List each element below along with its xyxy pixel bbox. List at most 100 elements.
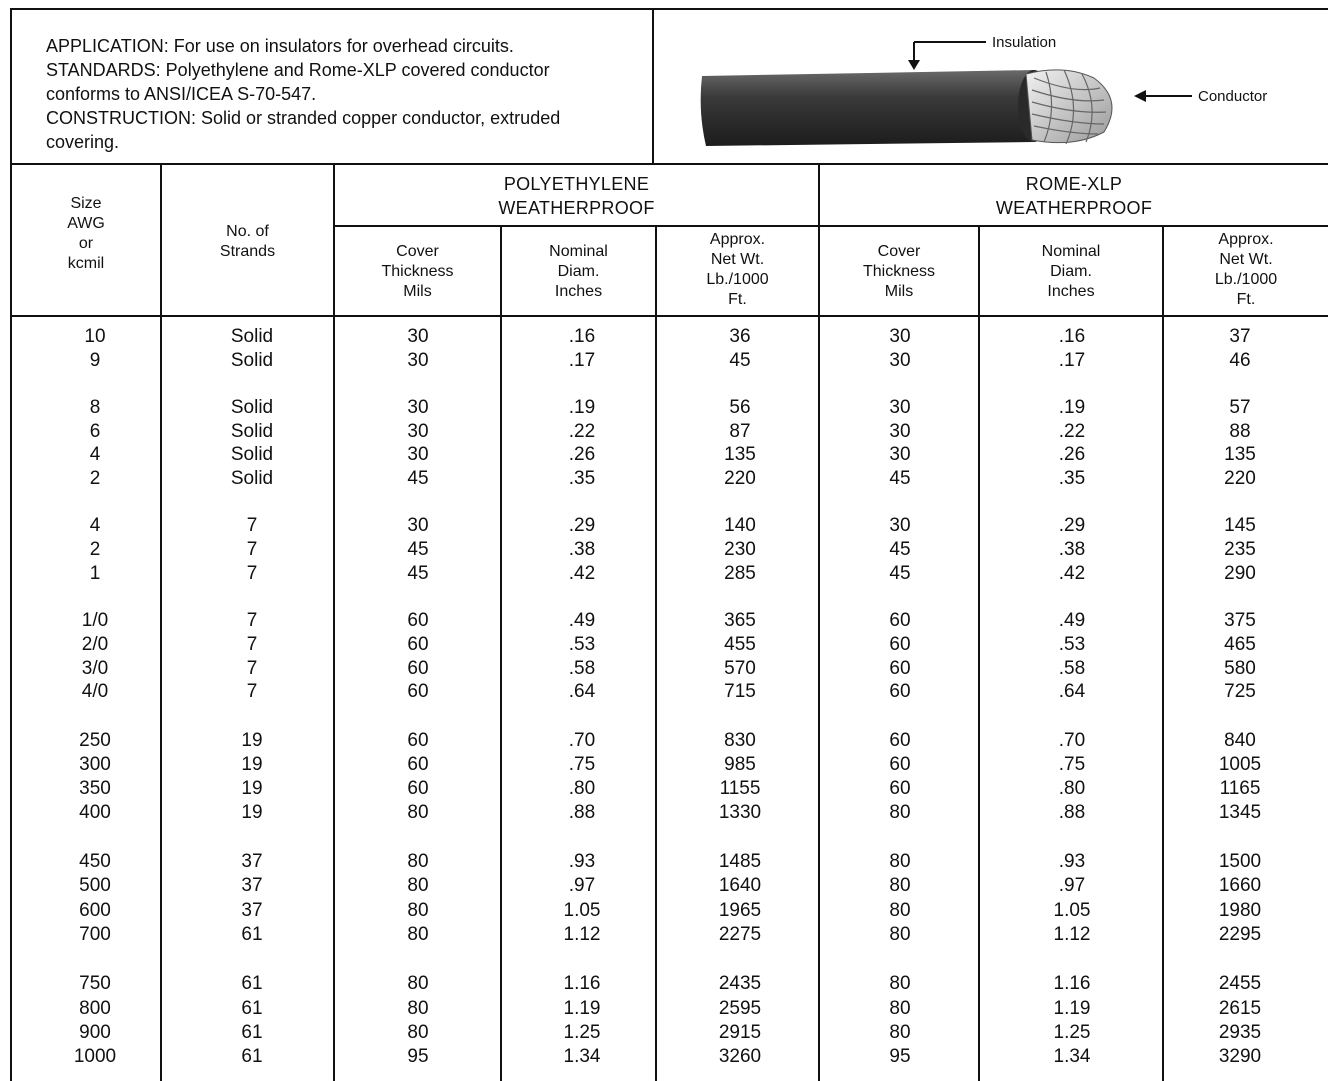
cell-xlp-diam: .88: [1058, 802, 1086, 823]
col-rule-2: [333, 163, 335, 1081]
cell-pe-weight: 56: [729, 397, 751, 418]
cell-xlp-weight: 1980: [1218, 900, 1262, 921]
cell-xlp-weight: 88: [1229, 421, 1251, 442]
cell-pe-diam: 1.16: [563, 973, 601, 994]
cell-pe-diam: .58: [568, 658, 596, 679]
header-pe-diam: Nominal Diam. Inches: [549, 243, 608, 300]
cell-pe-cover: 60: [407, 634, 429, 655]
cell-xlp-weight: 2455: [1218, 973, 1262, 994]
cell-xlp-diam: .19: [1058, 397, 1086, 418]
header-pe-cover: Cover Thickness Mils: [381, 243, 454, 300]
cell-xlp-weight: 580: [1224, 658, 1256, 679]
cell-pe-diam: .93: [568, 851, 596, 872]
cell-strands: 61: [241, 973, 263, 994]
col-rule-4: [655, 225, 657, 1081]
cell-pe-weight: 830: [724, 730, 756, 751]
cell-xlp-weight: 235: [1224, 539, 1256, 560]
cell-pe-diam: .19: [568, 397, 596, 418]
cell-xlp-cover: 95: [889, 1046, 911, 1067]
cell-strands: Solid: [230, 326, 274, 347]
application-text: APPLICATION: For use on insulators for o…: [46, 36, 514, 56]
cell-xlp-diam: .35: [1058, 468, 1086, 489]
cell-pe-cover: 30: [407, 515, 429, 536]
cell-xlp-diam: .58: [1058, 658, 1086, 679]
cell-size: 700: [79, 924, 111, 945]
cell-pe-diam: .38: [568, 539, 596, 560]
cell-xlp-diam: 1.12: [1053, 924, 1091, 945]
cell-xlp-diam: .64: [1058, 681, 1086, 702]
cell-size: 400: [79, 802, 111, 823]
cell-xlp-weight: 1165: [1219, 778, 1261, 799]
cell-pe-cover: 80: [407, 998, 429, 1019]
cell-pe-weight: 135: [724, 444, 756, 465]
cell-strands: 61: [241, 924, 263, 945]
cell-xlp-cover: 30: [889, 326, 911, 347]
cell-strands: 19: [241, 802, 263, 823]
cell-size: 350: [79, 778, 111, 799]
cell-xlp-weight: 3290: [1218, 1046, 1262, 1067]
cell-strands: 19: [241, 754, 263, 775]
cell-xlp-weight: 135: [1224, 444, 1256, 465]
cell-pe-weight: 230: [724, 539, 756, 560]
cell-xlp-weight: 145: [1224, 515, 1256, 536]
cell-xlp-cover: 60: [889, 754, 911, 775]
cell-pe-cover: 30: [407, 397, 429, 418]
cell-pe-diam: .16: [568, 326, 596, 347]
header-size: Size AWG or kcmil: [67, 195, 105, 272]
cell-xlp-diam: .49: [1058, 610, 1086, 631]
col-rule-7: [1162, 225, 1164, 1081]
cell-pe-weight: 1640: [718, 875, 762, 896]
cell-xlp-cover: 80: [889, 851, 911, 872]
cell-pe-weight: 140: [724, 515, 756, 536]
cable-icon: [700, 41, 1192, 146]
cell-pe-diam: .29: [568, 515, 596, 536]
cell-xlp-cover: 45: [889, 563, 911, 584]
insulation-label: Insulation: [992, 34, 1057, 51]
cell-xlp-cover: 45: [889, 468, 911, 489]
cell-pe-cover: 45: [407, 539, 429, 560]
cell-xlp-weight: 1500: [1218, 851, 1262, 872]
cell-strands: Solid: [230, 421, 274, 442]
col-rule-1: [160, 163, 162, 1081]
cell-xlp-diam: .38: [1058, 539, 1086, 560]
cell-pe-weight: 1155: [719, 778, 761, 799]
cell-xlp-weight: 2295: [1218, 924, 1262, 945]
cell-strands: 61: [241, 998, 263, 1019]
cell-pe-diam: .26: [568, 444, 596, 465]
header-xlp-cover: Cover Thickness Mils: [862, 243, 936, 300]
cell-pe-weight: 87: [729, 421, 751, 442]
rule-header: [12, 315, 1328, 317]
cell-strands: 7: [246, 515, 258, 536]
cable-illustration: Insulation Conductor: [654, 8, 1328, 164]
cell-xlp-diam: .97: [1058, 875, 1086, 896]
cell-xlp-diam: 1.25: [1053, 1022, 1091, 1043]
cell-pe-diam: .22: [568, 421, 596, 442]
cell-strands: 7: [246, 610, 258, 631]
cell-pe-diam: 1.19: [563, 998, 601, 1019]
cell-xlp-cover: 60: [889, 681, 911, 702]
cell-pe-weight: 45: [729, 350, 751, 371]
cell-size: 2/0: [81, 634, 109, 655]
cell-pe-diam: 1.25: [563, 1022, 601, 1043]
cell-size: 3/0: [81, 658, 109, 679]
cell-xlp-weight: 840: [1224, 730, 1256, 751]
cell-xlp-diam: .80: [1058, 778, 1086, 799]
cell-strands: 37: [241, 900, 263, 921]
cell-pe-diam: .42: [568, 563, 596, 584]
cell-xlp-cover: 80: [889, 875, 911, 896]
cell-pe-diam: .75: [568, 754, 596, 775]
cell-xlp-cover: 30: [889, 515, 911, 536]
cell-pe-weight: 2915: [718, 1022, 762, 1043]
standards-text-2: conforms to ANSI/ICEA S-70-547.: [46, 84, 317, 104]
cell-strands: 7: [246, 681, 258, 702]
cell-pe-weight: 3260: [718, 1046, 762, 1067]
cell-xlp-cover: 80: [889, 900, 911, 921]
cell-pe-weight: 570: [724, 658, 756, 679]
col-rule-5: [818, 163, 820, 1081]
cell-size: 8: [89, 397, 101, 418]
cell-xlp-weight: 2935: [1218, 1022, 1262, 1043]
cell-pe-cover: 80: [407, 851, 429, 872]
rule-top: [12, 163, 1328, 165]
info-block: APPLICATION: For use on insulators for o…: [12, 8, 654, 164]
cell-pe-weight: 2275: [718, 924, 762, 945]
